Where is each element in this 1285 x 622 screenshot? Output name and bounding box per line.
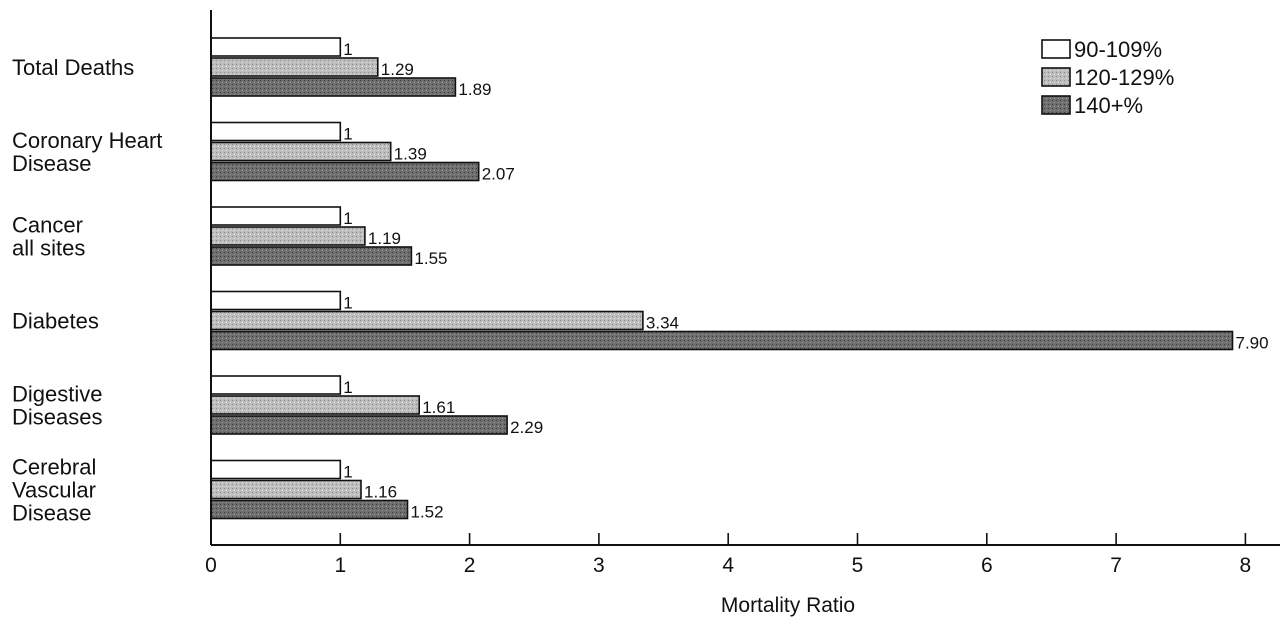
x-tick-label: 5 [852,554,864,577]
x-axis-title: Mortality Ratio [721,594,855,617]
data-label: 3.34 [646,314,679,333]
data-label: 1 [343,125,352,144]
x-tick-label: 6 [981,554,993,577]
x-tick-label: 1 [334,554,346,577]
bar [210,37,342,57]
data-label: 1 [343,463,352,482]
data-label: 1 [343,40,352,59]
legend-label: 120-129% [1074,65,1174,90]
bar [210,121,342,142]
bar [210,206,342,226]
category-label: Coronary Heart Disease [12,128,162,176]
legend-swatch [1041,39,1071,59]
data-label: 1.52 [411,503,444,522]
data-label: 1 [343,378,352,397]
data-label: 1 [343,294,352,313]
data-label: 1.55 [414,249,447,268]
bar [210,246,413,266]
bar [210,499,409,520]
bar [210,479,362,500]
data-label: 2.07 [482,165,515,184]
category-label: Total Deaths [12,55,134,80]
data-label: 1.16 [364,483,397,502]
x-tick-label: 0 [205,554,217,577]
bar [210,161,480,182]
bar [210,375,342,395]
bar [210,290,342,311]
data-label: 1.29 [381,60,414,79]
legend-swatch [1041,95,1071,115]
bar [210,395,420,415]
bar [210,330,1234,351]
x-tick-label: 7 [1110,554,1122,577]
legend-swatch [1041,67,1071,87]
bar [210,57,379,77]
data-label: 1.19 [368,229,401,248]
bars-layer: 1 1.29 1.89 1 1.39 2.07 1 1.19 1.55 1 3.34 7.90 1 1.6… [210,37,1269,522]
data-label: 7.90 [1236,334,1269,353]
bar [210,77,457,97]
category-label: Digestive Diseases [12,382,102,430]
x-tick-label: 2 [464,554,476,577]
category-label: Cancer all sites [12,213,85,261]
legend-label: 90-109% [1074,37,1162,62]
legend: 90-109% 120-129% 140+% [1041,37,1174,118]
data-label: 1.61 [422,398,455,417]
category-label: Diabetes [12,309,99,334]
bar [210,415,508,435]
data-label: 1.39 [394,145,427,164]
data-label: 1.89 [458,80,491,99]
bar [210,141,392,162]
axes-layer: Total Deaths Coronary Heart Disease Cancer a… [12,10,1280,577]
x-tick-label: 8 [1240,554,1252,577]
bar [210,459,342,480]
legend-label: 140+% [1074,93,1143,118]
bar [210,226,366,246]
x-tick-label: 3 [593,554,605,577]
x-tick-label: 4 [722,554,734,577]
category-label: Cerebral Vascular Disease [12,455,96,526]
data-label: 2.29 [510,418,543,437]
data-label: 1 [343,209,352,228]
bar [210,310,644,331]
